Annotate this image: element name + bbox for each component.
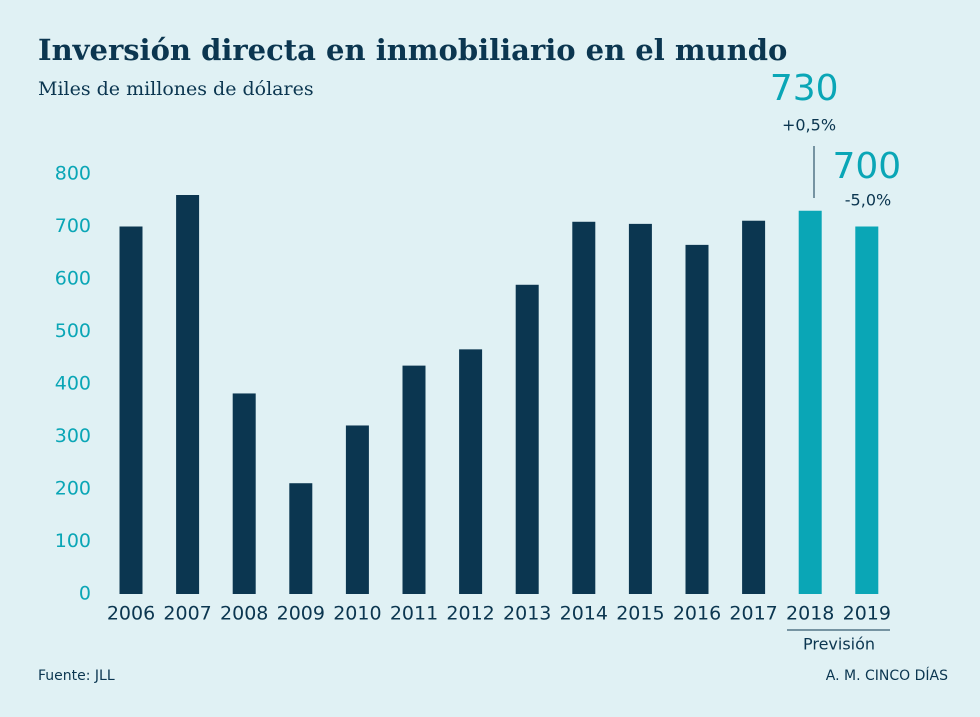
bar [345, 425, 369, 594]
bar [572, 221, 596, 594]
y-tick-label: 100 [55, 530, 91, 552]
x-tick-label: 2012 [446, 603, 494, 625]
bar [855, 226, 879, 594]
value-label: 730 [770, 68, 839, 109]
y-tick-label: 400 [55, 373, 91, 395]
bar [402, 365, 426, 594]
y-tick-label: 600 [55, 268, 91, 290]
x-tick-label: 2017 [729, 603, 777, 625]
bar [742, 220, 766, 594]
x-tick-label: 2008 [220, 603, 268, 625]
bar [119, 226, 143, 594]
x-tick-label: 2010 [333, 603, 381, 625]
bar [232, 393, 256, 594]
y-tick-label: 800 [55, 163, 91, 185]
chart-title: Inversión directa en inmobiliario en el … [38, 33, 787, 67]
source: Fuente: JLL [38, 668, 115, 684]
y-tick-label: 700 [55, 215, 91, 237]
bar [176, 195, 200, 594]
chart-subtitle: Miles de millones de dólares [38, 78, 314, 100]
bar [798, 210, 822, 594]
x-tick-label: 2009 [277, 603, 325, 625]
bar [289, 483, 313, 594]
y-tick-label: 300 [55, 425, 91, 447]
x-tick-label: 2019 [843, 603, 891, 625]
x-tick-label: 2007 [163, 603, 211, 625]
bar [685, 244, 709, 594]
credit: A. M. CINCO DÍAS [826, 667, 948, 684]
y-tick-label: 0 [79, 583, 91, 605]
annotation: -5,0% [845, 191, 891, 210]
x-tick-label: 2014 [560, 603, 608, 625]
y-tick-label: 200 [55, 478, 91, 500]
bar [459, 349, 483, 594]
x-tick-label: 2011 [390, 603, 438, 625]
x-tick-label: 2013 [503, 603, 551, 625]
y-tick-label: 500 [55, 320, 91, 342]
x-tick-label: 2016 [673, 603, 721, 625]
annotation: +0,5% [782, 116, 836, 135]
forecast-label: Previsión [803, 635, 875, 654]
x-tick-label: 2006 [107, 603, 155, 625]
x-tick-label: 2018 [786, 603, 834, 625]
bar [628, 223, 652, 594]
x-tick-label: 2015 [616, 603, 664, 625]
bar [515, 284, 539, 594]
value-label: 700 [832, 146, 901, 187]
